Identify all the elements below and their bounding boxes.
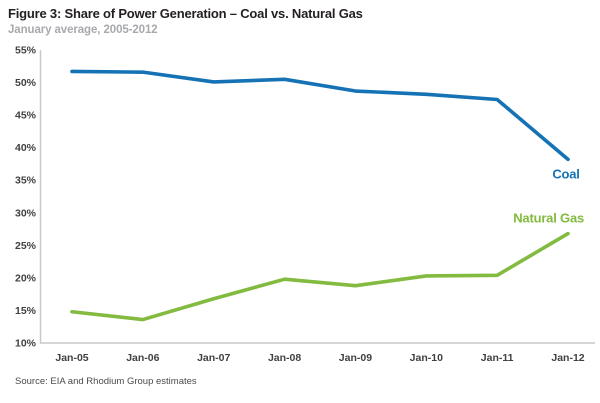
y-tick-label: 30% xyxy=(15,207,37,219)
source-note: Source: EIA and Rhodium Group estimates xyxy=(15,376,197,387)
y-tick-label: 40% xyxy=(15,142,37,154)
x-tick-label: Jan-06 xyxy=(126,352,159,364)
x-tick-label: Jan-05 xyxy=(55,352,88,364)
x-tick-label: Jan-12 xyxy=(551,352,584,364)
x-tick-label: Jan-07 xyxy=(197,352,230,364)
y-tick-label: 55% xyxy=(15,45,37,57)
x-tick-label: Jan-08 xyxy=(268,352,301,364)
natural-gas-label: Natural Gas xyxy=(513,211,584,226)
figure-subtitle: January average, 2005-2012 xyxy=(8,24,158,36)
y-tick-label: 10% xyxy=(15,338,37,350)
figure-title: Figure 3: Share of Power Generation – Co… xyxy=(8,6,363,21)
natural-gas-line xyxy=(70,231,570,322)
y-tick-label: 35% xyxy=(15,175,37,187)
y-tick-label: 15% xyxy=(15,305,37,317)
y-tick-label: 45% xyxy=(15,110,37,122)
coal-line xyxy=(70,69,570,162)
x-tick-label: Jan-10 xyxy=(410,352,443,364)
coal-label: Coal xyxy=(552,166,579,181)
x-tick-label: Jan-09 xyxy=(339,352,372,364)
y-tick-label: 50% xyxy=(15,77,37,89)
y-tick-label: 25% xyxy=(15,240,37,252)
y-tick-label: 20% xyxy=(15,272,37,284)
x-tick-label: Jan-11 xyxy=(481,352,514,364)
